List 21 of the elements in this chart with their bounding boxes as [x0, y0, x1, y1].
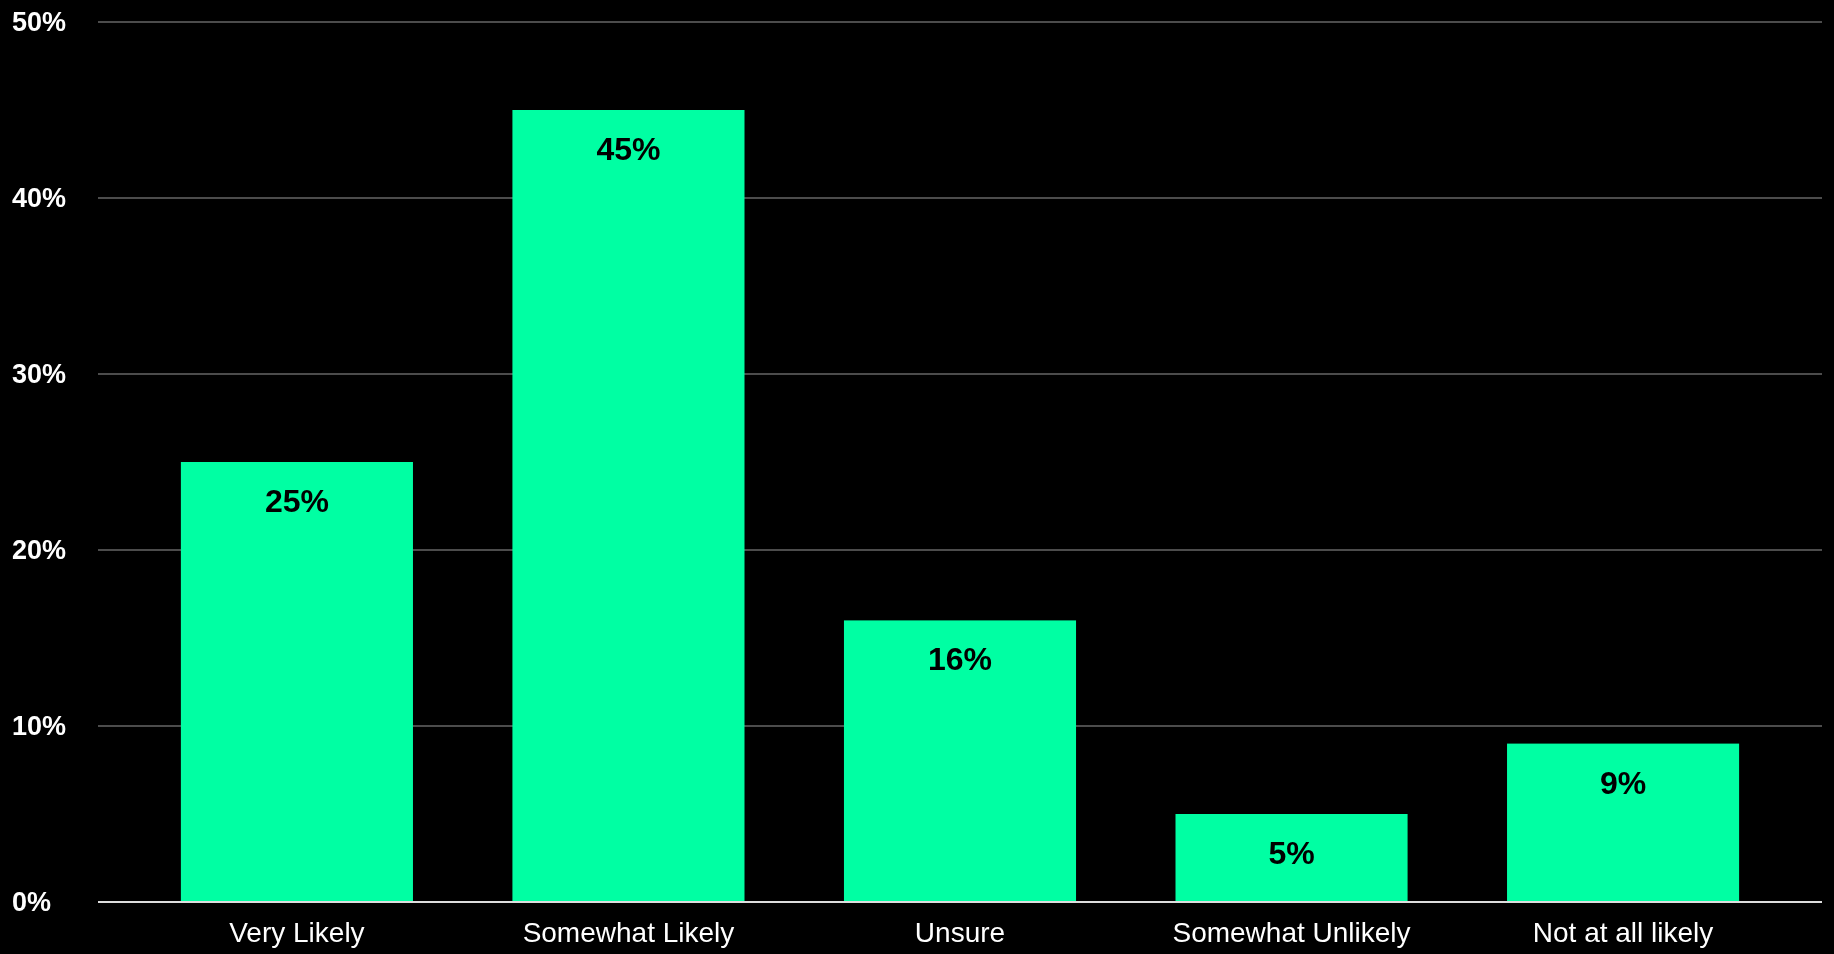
data-label: 45%	[596, 131, 661, 167]
y-tick-label: 30%	[12, 359, 67, 390]
data-label: 5%	[1268, 835, 1315, 871]
x-tick-label: Unsure	[914, 917, 1006, 948]
y-tick-label: 0%	[12, 887, 52, 918]
y-tick-label: 10%	[12, 711, 67, 742]
bar	[843, 620, 1077, 902]
bar	[1507, 743, 1740, 902]
data-label: 16%	[927, 641, 993, 678]
y-tick-label: 40%	[12, 183, 67, 214]
data-label: 25%	[264, 483, 329, 519]
bar	[1175, 814, 1408, 902]
y-tick-label: 20%	[12, 535, 67, 566]
bar	[180, 462, 413, 902]
x-tick-label: Somewhat Likely	[522, 917, 735, 948]
y-tick-label: 50%	[12, 7, 67, 38]
x-tick-label: Somewhat Unlikely	[1172, 917, 1411, 948]
data-label: 9%	[1599, 764, 1647, 801]
x-tick-label: Not at all likely	[1532, 917, 1714, 948]
bar	[512, 110, 745, 902]
x-tick-label: Very Likely	[229, 917, 365, 948]
